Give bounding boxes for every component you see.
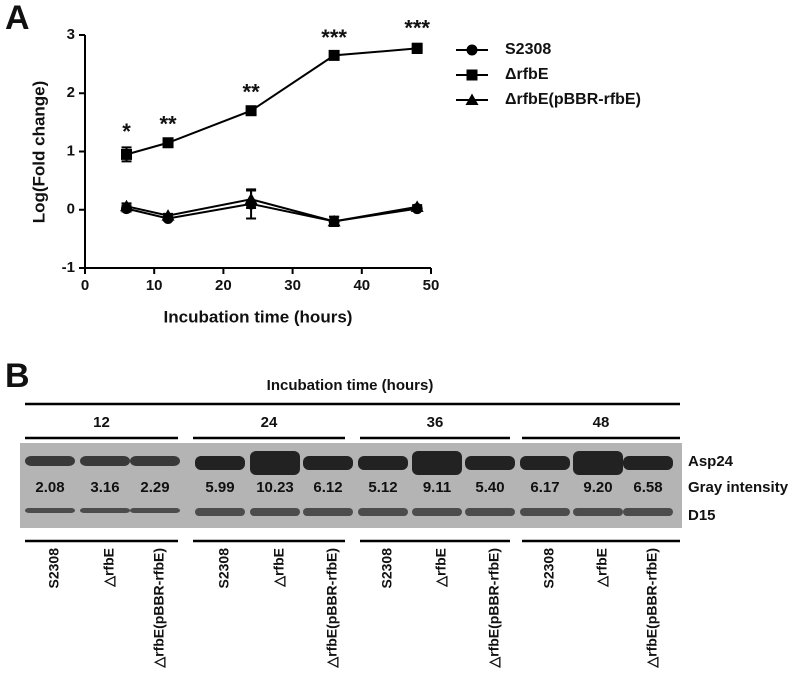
legend-marker [466,44,478,56]
lane-label: △rfbE(pBBR-rfbE) [644,548,660,669]
intensity: 5.99 [205,479,234,496]
y-axis-title: Log(Fold change) [29,81,48,224]
band [130,508,180,513]
intensity: 9.11 [423,479,451,496]
band [303,508,353,516]
legend-label: ΔrfbE(pBBR-rfbE) [505,91,641,108]
x-tick-label: 40 [353,277,370,294]
intensity: 5.12 [368,479,397,496]
lane-label: △rfbE [594,548,610,588]
band [623,456,673,470]
band [25,456,75,466]
lane-label: △rfbE(pBBR-rfbE) [324,548,340,669]
marker [161,209,175,221]
blot-title: Incubation time (hours) [267,377,434,394]
band [358,456,408,470]
x-tick-label: 10 [146,277,163,294]
marker [121,148,133,160]
band [520,508,570,516]
y-tick-label: 3 [67,26,75,43]
lane-label: △rfbE(pBBR-rfbE) [486,548,502,669]
lane-label: △rfbE [433,548,449,588]
marker [328,49,340,61]
marker [411,42,423,54]
group-label: 36 [427,414,444,431]
x-tick-label: 0 [81,277,89,294]
group-label: 12 [93,414,110,431]
significance: *** [404,16,430,41]
marker [162,137,174,149]
marker [245,105,257,117]
marker [244,192,258,205]
band [465,508,515,516]
lane-label: S2308 [216,548,232,589]
y-tick-label: -1 [62,259,75,276]
marker [410,200,424,212]
legend-marker [466,69,478,81]
group-label: 48 [593,414,610,431]
intensity: 3.16 [90,479,119,496]
lane-label: △rfbE [271,548,287,588]
marker [327,214,341,227]
y-tick-label: 2 [67,84,75,101]
lane-label: S2308 [46,548,62,589]
intensity: 10.23 [256,479,294,496]
lane-label: S2308 [379,548,395,589]
band [195,508,245,516]
legend-label: S2308 [505,41,551,58]
band [80,456,130,466]
band [573,451,623,475]
intensity: 6.58 [633,479,662,496]
band [195,456,245,470]
band [465,456,515,470]
significance: * [122,119,131,144]
x-axis-title: Incubation time (hours) [164,307,353,326]
row-label: D15 [688,507,716,524]
x-tick-label: 20 [215,277,232,294]
row-label: Gray intensity [688,479,789,496]
x-tick-label: 30 [284,277,301,294]
panel-label: A [5,0,30,37]
significance: ** [159,112,177,137]
legend-label: ΔrfbE [505,66,549,83]
row-label: Asp24 [688,453,734,470]
y-tick-label: 1 [67,142,75,159]
band [412,508,462,516]
significance: *** [321,25,347,50]
significance: ** [243,80,261,105]
lane-label: S2308 [541,548,557,589]
band [623,508,673,516]
y-tick-label: 0 [67,201,75,218]
band [358,508,408,516]
band [130,456,180,466]
intensity: 2.29 [140,479,169,496]
band [520,456,570,470]
x-tick-label: 50 [423,277,440,294]
intensity: 9.20 [583,479,612,496]
band [250,451,300,475]
lane-label: △rfbE(pBBR-rfbE) [151,548,167,669]
band [80,508,130,513]
group-label: 24 [261,414,278,431]
lane-label: △rfbE [101,548,117,588]
band [412,451,462,475]
intensity: 2.08 [35,479,64,496]
intensity: 6.17 [530,479,559,496]
legend-marker [465,93,479,105]
band [303,456,353,470]
panel-label: B [5,357,30,395]
band [25,508,75,513]
marker [120,199,134,212]
intensity: 5.40 [475,479,504,496]
band [573,508,623,516]
band [250,508,300,516]
intensity: 6.12 [313,479,342,496]
